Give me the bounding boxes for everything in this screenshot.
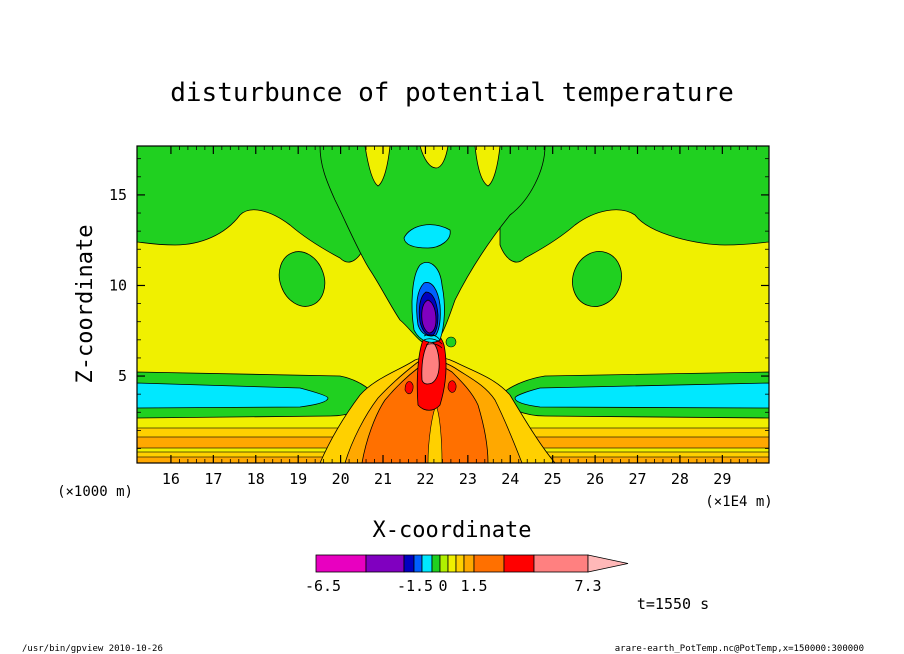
field-red-lobe-right bbox=[447, 380, 457, 393]
field-green-ellipse-left bbox=[278, 251, 326, 307]
colorbar-segment bbox=[365, 554, 405, 573]
field-yellow-notch-mid bbox=[419, 146, 449, 169]
colorbar-segment bbox=[463, 554, 475, 573]
x-tick-label: 17 bbox=[204, 470, 222, 488]
x-tick-label: 24 bbox=[501, 470, 519, 488]
colorbar-segment bbox=[421, 554, 433, 573]
contour-field bbox=[137, 146, 769, 463]
x-tick-label: 19 bbox=[289, 470, 307, 488]
chart-title: disturbunce of potential temperature bbox=[170, 78, 734, 108]
footer-program: /usr/bin/gpview 2010-10-26 bbox=[22, 644, 163, 654]
y-axis-label: Z-coordinate bbox=[73, 225, 98, 384]
field-yellow-notch-right bbox=[474, 146, 501, 187]
field-cyan-band-right bbox=[514, 382, 769, 409]
x-tick-label: 23 bbox=[459, 470, 477, 488]
field-yellow-notch-left bbox=[364, 146, 391, 187]
colorbar-segment bbox=[455, 554, 465, 573]
colorbar-segment bbox=[503, 554, 535, 573]
field-purple-column bbox=[421, 299, 437, 334]
colorbar-label: -1.5 bbox=[397, 577, 433, 595]
plot-frame bbox=[136, 145, 770, 464]
colorbar-segment bbox=[533, 554, 589, 573]
x-tick-label: 28 bbox=[671, 470, 689, 488]
colorbar-arrow bbox=[587, 554, 629, 573]
x-tick-label: 16 bbox=[162, 470, 180, 488]
colorbar-label: 1.5 bbox=[460, 577, 487, 595]
y-tick-label: 15 bbox=[109, 186, 127, 204]
y-tick-label: 10 bbox=[109, 276, 127, 294]
x-axis-label: X-coordinate bbox=[373, 518, 532, 543]
field-pink-core bbox=[421, 341, 440, 385]
colorbar-label: 7.3 bbox=[574, 577, 601, 595]
x-unit-left: (×1000 m) bbox=[57, 484, 133, 500]
colorbar-segment bbox=[413, 554, 423, 573]
x-tick-label: 18 bbox=[247, 470, 265, 488]
colorbar-label: -6.5 bbox=[305, 577, 341, 595]
field-green-spot bbox=[445, 336, 457, 348]
colorbar-segment bbox=[403, 554, 415, 573]
field-green-top-right bbox=[499, 146, 769, 263]
x-tick-label: 27 bbox=[628, 470, 646, 488]
field-cyan-band-left bbox=[137, 382, 329, 409]
field-red-lobe-left bbox=[404, 381, 414, 395]
y-tick-label: 5 bbox=[118, 367, 127, 385]
time-label: t=1550 s bbox=[637, 595, 709, 613]
field-cyan-top bbox=[403, 224, 451, 249]
colorbar-segment bbox=[473, 554, 505, 573]
colorbar: -6.5 -1.5 0 1.5 7.3 bbox=[305, 554, 629, 595]
colorbar-segment bbox=[447, 554, 457, 573]
colorbar-label: 0 bbox=[438, 577, 447, 595]
field-green-ellipse-right bbox=[572, 251, 622, 307]
field-green-top-left bbox=[137, 146, 366, 263]
x-tick-label: 21 bbox=[374, 470, 392, 488]
x-tick-label: 22 bbox=[416, 470, 434, 488]
x-tick-label: 29 bbox=[713, 470, 731, 488]
colorbar-segment bbox=[431, 554, 441, 573]
x-tick-label: 20 bbox=[332, 470, 350, 488]
footer-source: arare-earth_PotTemp.nc@PotTemp,x=150000:… bbox=[615, 644, 864, 654]
colorbar-segment bbox=[439, 554, 449, 573]
axis-ticks: 16 17 18 19 20 21 22 23 24 25 26 27 28 29 5 10 15 bbox=[109, 146, 769, 488]
colorbar-segment bbox=[315, 554, 367, 573]
x-tick-label: 26 bbox=[586, 470, 604, 488]
x-tick-label: 25 bbox=[544, 470, 562, 488]
field-interface-lines bbox=[423, 334, 443, 349]
x-unit-right: (×1E4 m) bbox=[705, 494, 772, 510]
